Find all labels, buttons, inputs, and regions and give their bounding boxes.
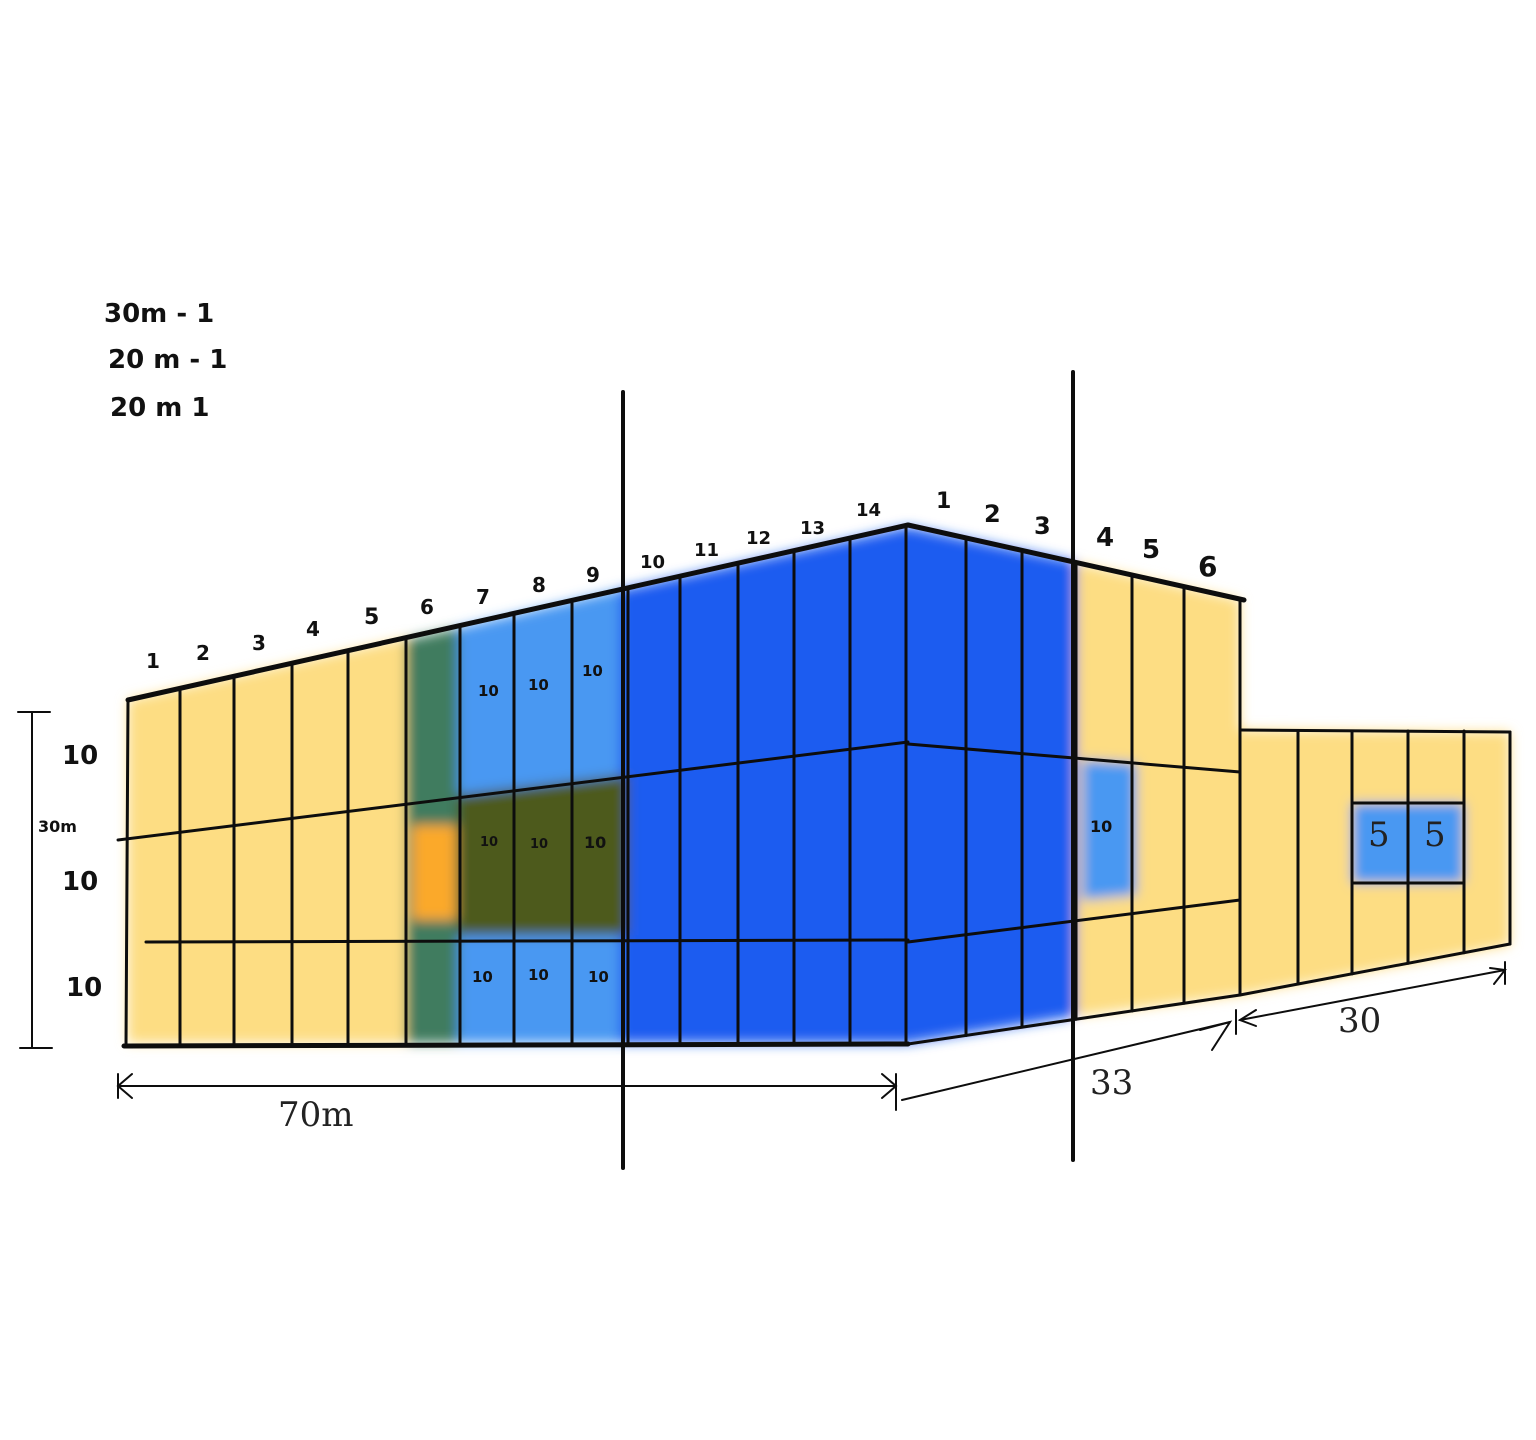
side-yellow-zone <box>1076 563 1240 1016</box>
note-1: 30m - 1 <box>104 299 214 329</box>
dimension-labels: 70m 33 30 <box>278 1001 1381 1135</box>
cell-mid-9: 10 <box>584 833 606 852</box>
front-yellow-zone <box>128 638 408 1043</box>
cell-mid-7: 10 <box>480 835 498 850</box>
cell-top-7: 10 <box>478 682 499 700</box>
front-col-2: 2 <box>196 641 210 665</box>
front-col-9: 9 <box>586 563 600 587</box>
cell-values: 10 10 10 10 10 10 10 10 10 10 5 5 <box>472 662 1446 986</box>
front-length-label: 70m <box>278 1095 354 1135</box>
row-height-labels: 10 10 10 30m <box>38 741 102 1003</box>
line-work <box>17 370 1512 1170</box>
cell-mid-8: 10 <box>530 837 548 852</box>
front-col-7: 7 <box>476 585 490 609</box>
front-col-14: 14 <box>856 500 881 521</box>
notes: 30m - 1 20 m - 1 20 m 1 <box>104 299 227 423</box>
note-3: 20 m 1 <box>110 393 209 423</box>
side-blue-zone <box>908 527 1076 1043</box>
annex-cell-2: 5 <box>1424 815 1446 855</box>
front-column-numbers: 1 2 3 4 5 6 7 8 9 10 11 12 13 14 <box>146 500 881 673</box>
front-col-6: 6 <box>420 595 434 619</box>
front-olive-band <box>456 775 628 935</box>
cell-bottom-8: 10 <box>528 966 549 984</box>
row-height-mid: 10 <box>62 867 98 897</box>
note-2: 20 m - 1 <box>108 345 227 375</box>
cell-bottom-9: 10 <box>588 968 609 986</box>
annex-length-label: 30 <box>1338 1001 1381 1041</box>
side-mullions <box>964 536 1242 1037</box>
row-height-top: 10 <box>62 741 98 771</box>
front-col-5: 5 <box>364 605 379 630</box>
height-dimension-label: 30m <box>38 817 77 836</box>
side-col-3: 3 <box>1034 512 1051 540</box>
cell-top-8: 10 <box>528 676 549 694</box>
side-column-numbers: 1 2 3 4 5 6 <box>936 489 1217 583</box>
side-col-2: 2 <box>984 500 1001 528</box>
front-col-10: 10 <box>640 552 665 573</box>
side-col-5: 5 <box>1142 535 1160 565</box>
side-col-1: 1 <box>936 489 951 514</box>
cell-side: 10 <box>1090 817 1112 836</box>
front-col-12: 12 <box>746 528 771 549</box>
front-mullions <box>178 523 908 1046</box>
front-col-13: 13 <box>800 518 825 539</box>
front-col-8: 8 <box>532 573 546 597</box>
cell-bottom-7: 10 <box>472 968 493 986</box>
side-col-6: 6 <box>1198 550 1217 583</box>
front-col-4: 4 <box>306 617 320 641</box>
colour-fills <box>128 527 1510 1043</box>
side-blue-patch <box>1082 760 1136 900</box>
front-col-3: 3 <box>252 631 266 655</box>
annex-cell-1: 5 <box>1368 815 1390 855</box>
side-length-label: 33 <box>1090 1063 1133 1103</box>
cell-top-9: 10 <box>582 662 603 680</box>
side-col-4: 4 <box>1096 523 1114 553</box>
front-col-1: 1 <box>146 649 160 673</box>
front-blue-zone <box>620 527 908 1043</box>
front-orange-patch <box>412 825 456 920</box>
front-col-11: 11 <box>694 540 719 561</box>
row-height-bottom: 10 <box>66 973 102 1003</box>
